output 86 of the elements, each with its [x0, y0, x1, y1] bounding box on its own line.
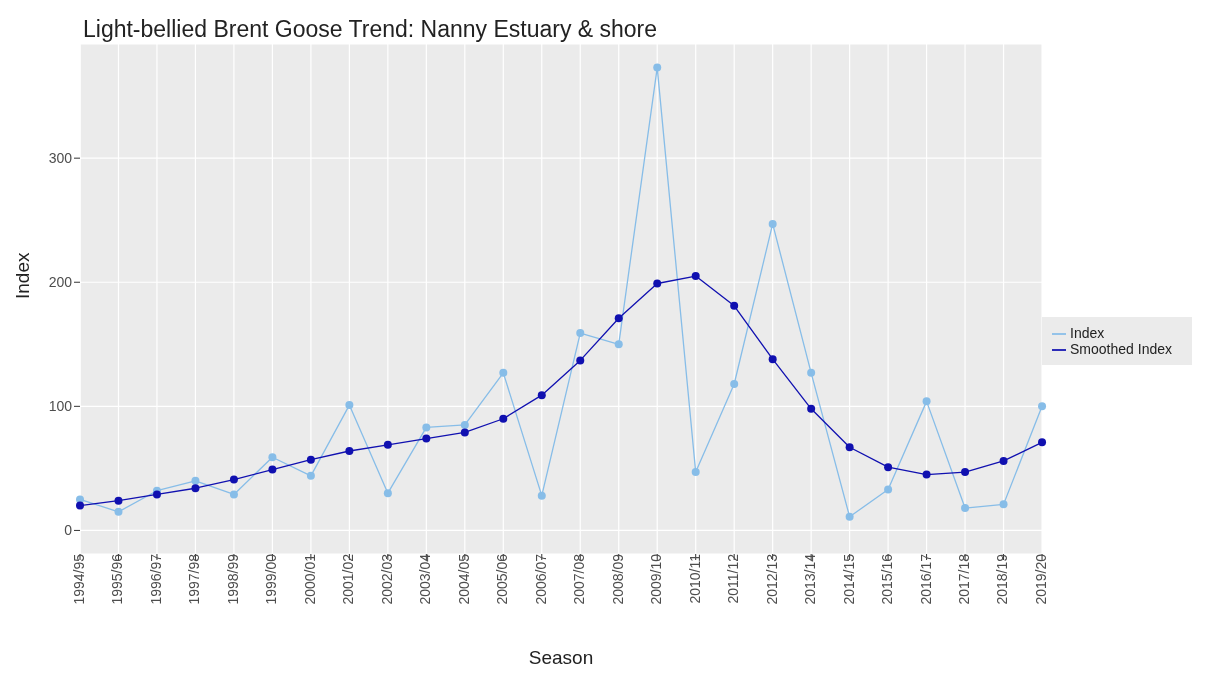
point — [614, 314, 623, 323]
point — [306, 471, 315, 480]
x-tick-label: 1997/98 — [186, 553, 203, 605]
point — [268, 465, 277, 474]
point — [730, 301, 739, 310]
point — [922, 470, 931, 479]
point — [422, 423, 431, 432]
x-tick-label: 2003/04 — [417, 553, 434, 605]
point — [961, 504, 970, 513]
point — [922, 397, 931, 406]
point — [191, 476, 200, 485]
point — [422, 434, 431, 443]
x-tick-label: 2001/02 — [340, 553, 357, 605]
point — [460, 428, 469, 437]
point — [537, 391, 546, 400]
x-tick-label: 1999/00 — [263, 553, 280, 605]
y-tick-label: 300 — [48, 150, 73, 167]
point — [499, 368, 508, 377]
x-tick-label: 2014/15 — [840, 553, 857, 605]
x-tick-label: 2008/09 — [609, 553, 626, 605]
x-tick-label: 2004/05 — [455, 553, 472, 605]
point — [76, 501, 84, 510]
legend-label: Smoothed Index — [1070, 341, 1172, 357]
point — [268, 453, 277, 462]
point — [807, 368, 816, 377]
point — [345, 447, 354, 456]
point — [306, 455, 315, 464]
point — [152, 490, 161, 499]
point — [845, 512, 854, 521]
point — [884, 485, 893, 494]
point — [1038, 438, 1047, 447]
point — [653, 279, 662, 288]
y-tick-label: 100 — [48, 398, 73, 415]
chart-title: Light-bellied Brent Goose Trend: Nanny Estuary & shore — [83, 16, 658, 43]
x-tick-label: 2007/08 — [571, 553, 588, 605]
x-tick-label: 2010/11 — [686, 553, 703, 604]
point — [884, 463, 893, 472]
x-tick-label: 1998/99 — [224, 553, 241, 605]
x-tick-label: 2018/19 — [994, 553, 1011, 605]
point — [768, 355, 777, 364]
x-tick-label: 2017/18 — [956, 553, 973, 605]
point — [345, 401, 354, 410]
point — [999, 456, 1008, 465]
point — [191, 484, 200, 493]
x-tick-label: 1994/95 — [70, 553, 87, 605]
x-tick-label: 2015/16 — [879, 553, 896, 605]
point — [1038, 402, 1047, 411]
y-tick-label: 200 — [48, 274, 73, 291]
point — [537, 491, 546, 500]
point — [383, 489, 392, 498]
point — [768, 219, 777, 228]
point — [807, 404, 816, 413]
point — [691, 272, 700, 281]
point — [576, 356, 585, 365]
point — [576, 329, 585, 338]
x-tick-label: 2019/20 — [1032, 553, 1049, 605]
point — [499, 414, 508, 423]
legend-label: Index — [1070, 324, 1105, 341]
x-tick-label: 2002/03 — [378, 553, 395, 605]
point — [691, 468, 700, 477]
x-tick-label: 2005/06 — [494, 553, 511, 605]
x-tick-label: 2009/10 — [648, 553, 665, 605]
point — [76, 495, 84, 504]
x-tick-label: 2013/14 — [802, 553, 819, 605]
point — [653, 63, 662, 72]
x-tick-label: 1995/96 — [109, 553, 126, 605]
point — [961, 468, 970, 477]
x-tick-label: 2011/12 — [725, 553, 742, 604]
x-tick-label: 2006/07 — [532, 553, 549, 605]
point — [730, 380, 739, 388]
point — [229, 475, 238, 484]
point — [999, 500, 1008, 509]
point — [614, 340, 623, 349]
x-tick-label: 2012/13 — [763, 553, 780, 605]
point — [114, 496, 123, 505]
x-tick-label: 2000/01 — [301, 553, 318, 605]
point — [114, 507, 123, 516]
y-tick-label: 0 — [64, 522, 73, 539]
x-tick-label: 2016/17 — [917, 553, 934, 605]
point — [460, 420, 469, 429]
point — [383, 440, 392, 449]
point — [229, 490, 238, 499]
x-axis-title: Season — [528, 647, 594, 668]
point — [845, 443, 854, 452]
x-tick-label: 1996/97 — [147, 553, 164, 605]
y-axis-title: Index — [11, 252, 33, 299]
